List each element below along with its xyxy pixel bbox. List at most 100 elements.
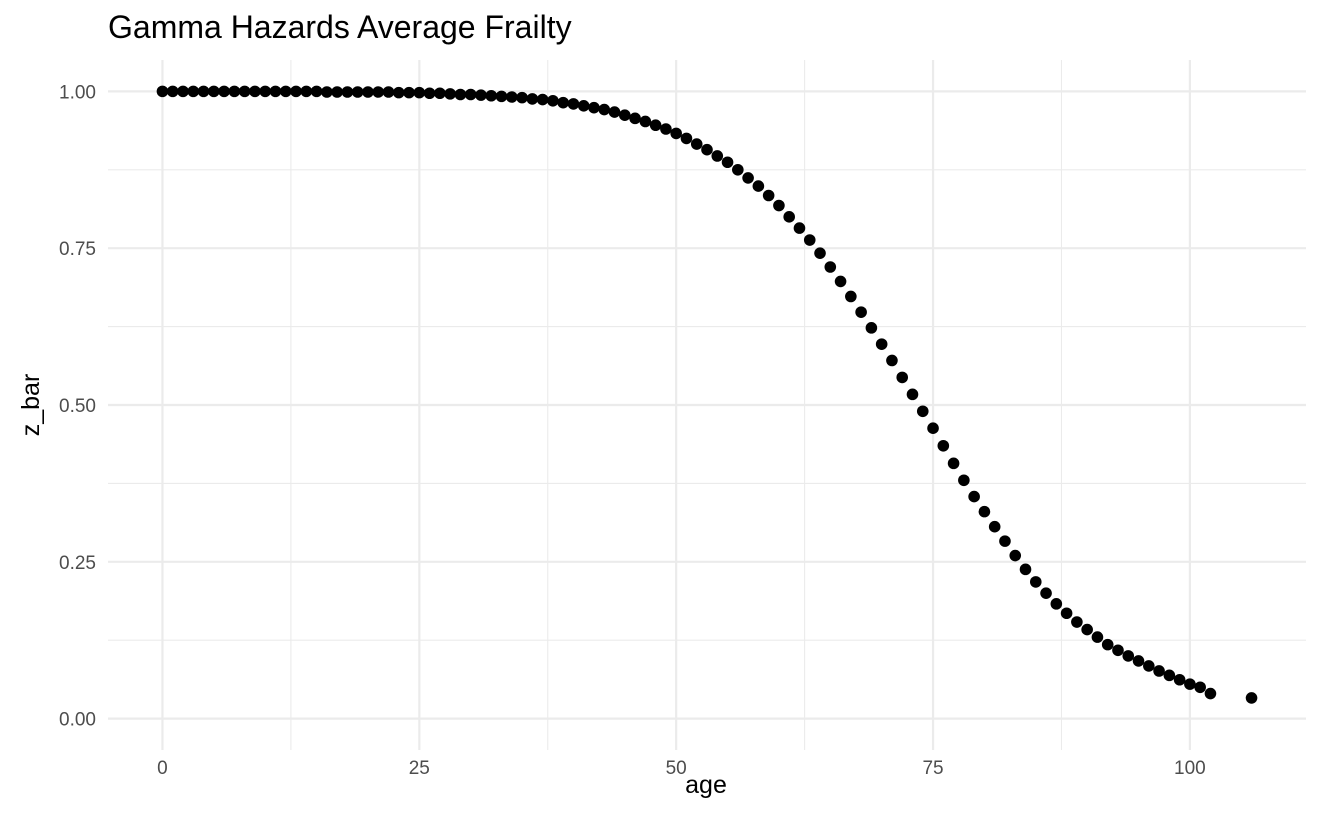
data-point [608, 106, 621, 118]
y-axis-tick-labels: 0.00 0.25 0.50 0.75 1.00 [59, 82, 96, 730]
data-point [670, 127, 682, 140]
data-point [875, 338, 888, 350]
data-point [321, 86, 333, 98]
data-point [680, 132, 693, 145]
data-point [701, 143, 713, 156]
x-tick-label: 100 [1174, 758, 1206, 779]
data-point [814, 247, 826, 259]
data-point [310, 85, 323, 98]
data-point [279, 85, 292, 98]
data-point [690, 138, 703, 150]
data-point [218, 85, 230, 98]
data-point [403, 86, 415, 99]
data-point [824, 261, 837, 273]
data-point [865, 322, 878, 334]
chart-title: Gamma Hazards Average Frailty [108, 9, 572, 45]
data-point [526, 93, 539, 105]
data-point [536, 93, 549, 106]
y-tick-label: 1.00 [59, 82, 96, 103]
data-point [947, 457, 960, 470]
data-point [978, 505, 991, 518]
data-point [999, 535, 1011, 547]
data-point [1060, 607, 1073, 620]
data-point [577, 99, 590, 112]
x-axis-title: age [685, 771, 727, 799]
data-point [567, 98, 580, 110]
data-point [249, 85, 261, 98]
data-point [454, 88, 467, 101]
data-point [351, 86, 364, 98]
data-point [958, 474, 970, 487]
data-point [927, 422, 939, 435]
data-point [187, 85, 200, 98]
data-point [1019, 563, 1032, 576]
data-point [803, 234, 816, 246]
data-point [1081, 623, 1093, 636]
data-point [639, 115, 652, 128]
data-point [1091, 631, 1104, 643]
data-point [660, 123, 672, 135]
data-point [742, 172, 754, 184]
data-point [1009, 549, 1022, 562]
data-point [721, 156, 734, 169]
data-point [177, 85, 189, 98]
data-point [228, 85, 241, 98]
data-point [1071, 616, 1083, 628]
data-point [752, 180, 765, 192]
x-axis-tick-labels: 0 25 50 75 100 [157, 758, 1206, 779]
data-point [475, 89, 487, 101]
data-point [793, 222, 806, 234]
data-point [1029, 576, 1042, 588]
data-point [269, 85, 282, 98]
data-point [619, 109, 631, 121]
data-point [341, 86, 354, 98]
data-point [331, 86, 343, 98]
data-point [773, 199, 785, 212]
data-point [423, 87, 436, 100]
data-point [649, 119, 662, 132]
data-point [916, 405, 929, 418]
data-point [886, 354, 898, 367]
data-point [259, 85, 271, 98]
data-point [516, 91, 528, 104]
data-point [197, 85, 210, 98]
data-point [598, 103, 611, 116]
data-point [413, 86, 426, 99]
data-point [1245, 692, 1258, 704]
data-point [1184, 678, 1196, 690]
data-point [300, 85, 313, 98]
data-point [464, 88, 477, 101]
data-point [557, 96, 569, 109]
y-tick-label: 0.50 [59, 396, 96, 417]
data-point [1204, 687, 1217, 700]
data-point [1122, 650, 1135, 662]
data-point [362, 86, 374, 98]
grid-lines [108, 60, 1306, 750]
data-point [1163, 669, 1176, 682]
data-point [382, 86, 395, 98]
y-tick-label: 0.00 [59, 710, 96, 731]
data-point [1143, 660, 1155, 672]
data-point [547, 94, 559, 107]
data-point [505, 91, 518, 103]
data-point [434, 87, 446, 100]
data-point [845, 290, 857, 303]
x-tick-label: 25 [409, 758, 430, 779]
data-point [495, 90, 508, 103]
data-point [906, 388, 919, 401]
data-point [166, 85, 179, 98]
data-point [444, 88, 456, 100]
data-points [156, 85, 1258, 704]
data-point [156, 85, 169, 98]
data-point [1040, 587, 1052, 599]
data-point [485, 89, 498, 102]
data-point [1112, 644, 1124, 657]
data-point [1101, 638, 1114, 651]
data-point [896, 371, 909, 384]
x-tick-label: 0 [157, 758, 168, 779]
y-tick-label: 0.75 [59, 239, 96, 260]
x-tick-label: 75 [922, 758, 943, 779]
data-point [1194, 681, 1206, 694]
data-point [290, 85, 302, 98]
